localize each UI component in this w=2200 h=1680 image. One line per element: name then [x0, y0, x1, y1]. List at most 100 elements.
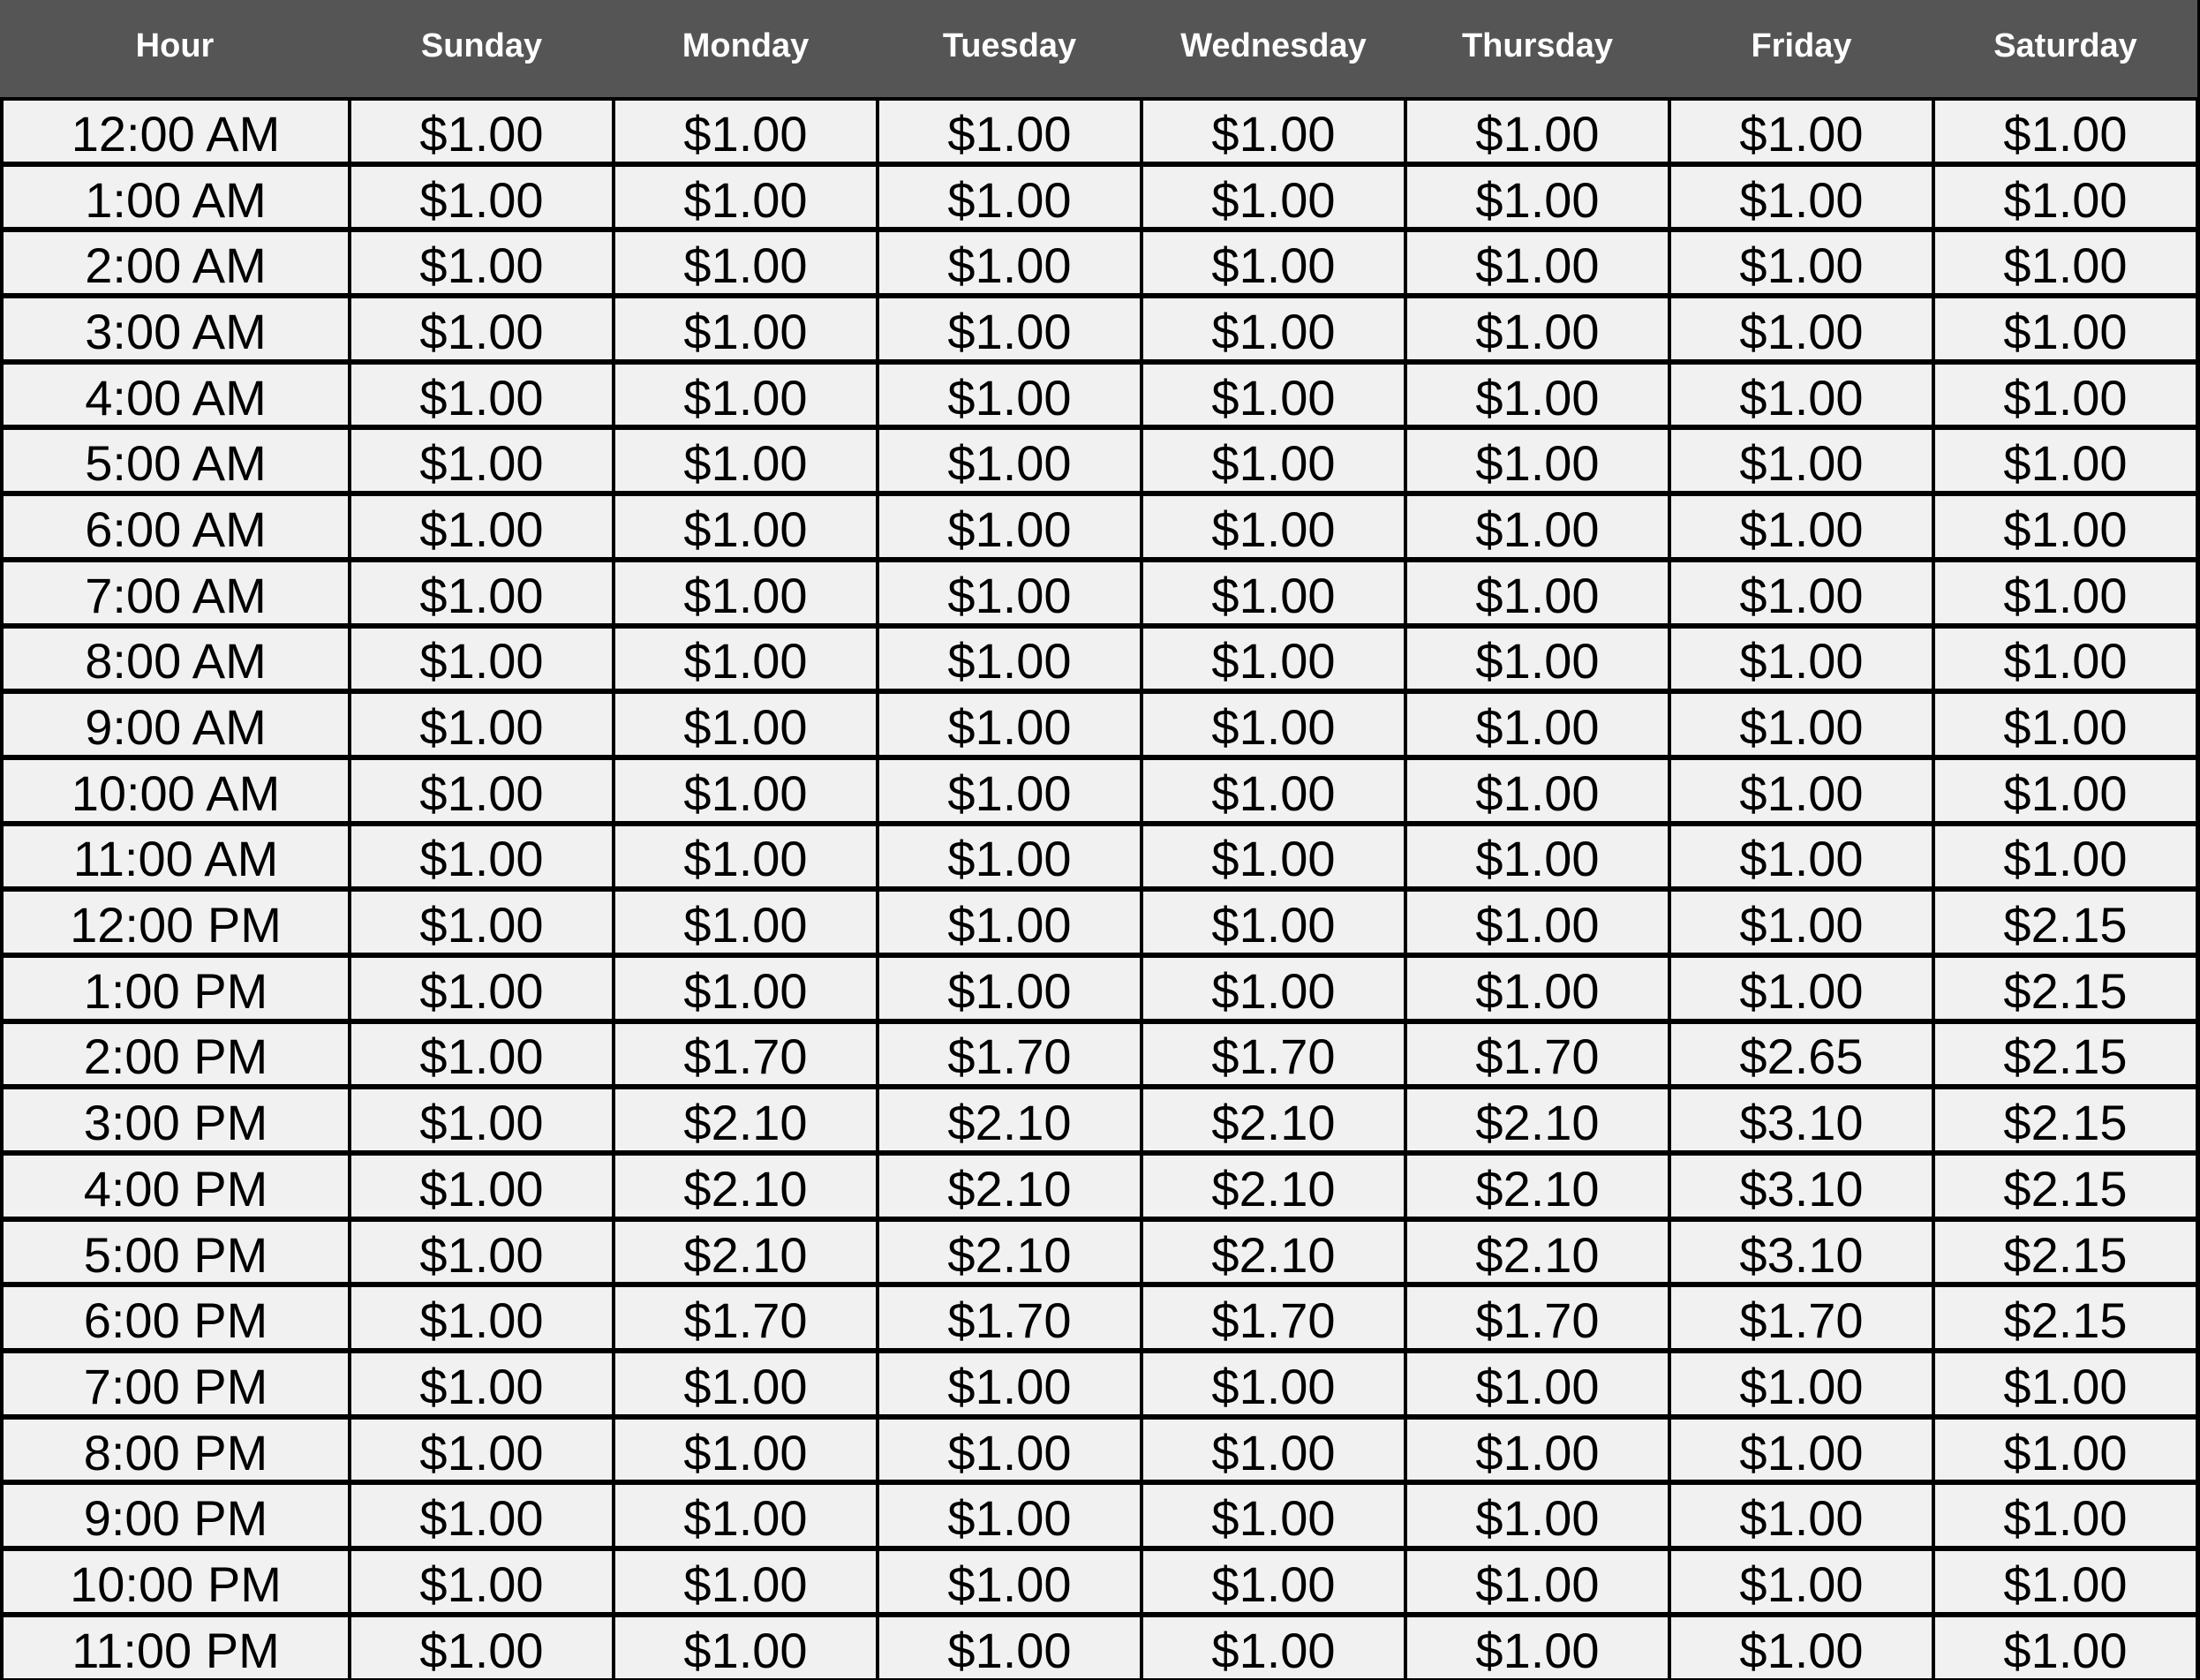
- price-cell-friday: $1.00: [1669, 493, 1933, 559]
- price-cell-sunday: $1.00: [350, 1613, 614, 1680]
- price-cell-friday: $3.10: [1669, 1152, 1933, 1218]
- price-cell-monday: $1.00: [614, 690, 878, 757]
- price-cell-thursday: $1.00: [1405, 162, 1669, 230]
- column-header-monday: Monday: [614, 0, 878, 97]
- hour-cell: 10:00 AM: [0, 756, 350, 823]
- price-cell-saturday: $1.00: [1933, 558, 2197, 625]
- price-cell-tuesday: $1.00: [878, 1350, 1141, 1416]
- price-cell-thursday: $1.00: [1405, 624, 1669, 691]
- price-cell-thursday: $1.00: [1405, 1350, 1669, 1416]
- price-cell-wednesday: $2.10: [1141, 1152, 1405, 1218]
- price-cell-sunday: $1.00: [350, 1481, 614, 1548]
- hour-cell: 9:00 PM: [0, 1481, 350, 1548]
- hour-cell: 3:00 PM: [0, 1086, 350, 1152]
- price-cell-tuesday: $1.00: [878, 624, 1141, 691]
- price-cell-saturday: $1.00: [1933, 1613, 2197, 1680]
- column-header-friday: Friday: [1669, 0, 1933, 97]
- price-cell-saturday: $2.15: [1933, 888, 2197, 954]
- price-cell-friday: $1.00: [1669, 1350, 1933, 1416]
- price-cell-wednesday: $1.00: [1141, 360, 1405, 427]
- column-header-sunday: Sunday: [350, 0, 614, 97]
- hour-cell: 11:00 AM: [0, 822, 350, 889]
- price-cell-monday: $1.00: [614, 1548, 878, 1614]
- price-cell-thursday: $1.00: [1405, 953, 1669, 1021]
- price-cell-monday: $1.00: [614, 493, 878, 559]
- column-header-wednesday: Wednesday: [1141, 0, 1405, 97]
- price-cell-monday: $1.00: [614, 1415, 878, 1482]
- price-cell-monday: $1.00: [614, 822, 878, 889]
- price-cell-thursday: $1.00: [1405, 690, 1669, 757]
- price-cell-sunday: $1.00: [350, 1086, 614, 1152]
- hour-cell: 8:00 PM: [0, 1415, 350, 1482]
- price-cell-monday: $1.00: [614, 426, 878, 493]
- price-cell-thursday: $1.00: [1405, 1415, 1669, 1482]
- price-cell-wednesday: $1.00: [1141, 295, 1405, 361]
- price-cell-sunday: $1.00: [350, 1350, 614, 1416]
- price-cell-wednesday: $1.00: [1141, 229, 1405, 296]
- hour-cell: 3:00 AM: [0, 295, 350, 361]
- hour-cell: 1:00 AM: [0, 162, 350, 230]
- hour-cell: 2:00 AM: [0, 229, 350, 296]
- price-cell-thursday: $1.00: [1405, 1613, 1669, 1680]
- price-cell-saturday: $1.00: [1933, 1350, 2197, 1416]
- price-cell-thursday: $1.00: [1405, 756, 1669, 823]
- price-cell-monday: $1.00: [614, 624, 878, 691]
- price-cell-friday: $1.00: [1669, 360, 1933, 427]
- price-cell-wednesday: $2.10: [1141, 1086, 1405, 1152]
- column-header-hour: Hour: [0, 0, 350, 97]
- price-cell-saturday: $1.00: [1933, 1415, 2197, 1482]
- price-cell-monday: $2.10: [614, 1217, 878, 1284]
- price-cell-tuesday: $1.00: [878, 1415, 1141, 1482]
- price-cell-thursday: $1.00: [1405, 1548, 1669, 1614]
- price-cell-wednesday: $1.00: [1141, 1613, 1405, 1680]
- price-cell-sunday: $1.00: [350, 360, 614, 427]
- price-cell-saturday: $1.00: [1933, 162, 2197, 230]
- price-cell-monday: $1.00: [614, 1481, 878, 1548]
- price-cell-tuesday: $2.10: [878, 1152, 1141, 1218]
- price-cell-monday: $2.10: [614, 1152, 878, 1218]
- price-cell-thursday: $2.10: [1405, 1217, 1669, 1284]
- price-cell-tuesday: $1.00: [878, 493, 1141, 559]
- price-cell-wednesday: $1.00: [1141, 1481, 1405, 1548]
- price-cell-friday: $1.70: [1669, 1284, 1933, 1351]
- price-cell-wednesday: $1.00: [1141, 1350, 1405, 1416]
- price-cell-thursday: $1.70: [1405, 1284, 1669, 1351]
- price-cell-monday: $1.00: [614, 888, 878, 954]
- price-cell-sunday: $1.00: [350, 953, 614, 1021]
- price-cell-saturday: $1.00: [1933, 97, 2197, 163]
- hour-cell: 8:00 AM: [0, 624, 350, 691]
- price-cell-saturday: $2.15: [1933, 1020, 2197, 1087]
- price-cell-wednesday: $1.00: [1141, 493, 1405, 559]
- price-cell-thursday: $1.00: [1405, 822, 1669, 889]
- price-cell-saturday: $2.15: [1933, 1284, 2197, 1351]
- price-cell-sunday: $1.00: [350, 558, 614, 625]
- price-cell-saturday: $2.15: [1933, 953, 2197, 1021]
- price-cell-tuesday: $1.00: [878, 558, 1141, 625]
- price-cell-thursday: $1.00: [1405, 229, 1669, 296]
- price-cell-tuesday: $1.70: [878, 1020, 1141, 1087]
- price-cell-monday: $2.10: [614, 1086, 878, 1152]
- price-cell-friday: $1.00: [1669, 1415, 1933, 1482]
- price-cell-saturday: $1.00: [1933, 426, 2197, 493]
- price-cell-wednesday: $1.00: [1141, 822, 1405, 889]
- price-cell-friday: $1.00: [1669, 624, 1933, 691]
- price-cell-sunday: $1.00: [350, 162, 614, 230]
- price-cell-friday: $3.10: [1669, 1086, 1933, 1152]
- price-cell-sunday: $1.00: [350, 1284, 614, 1351]
- price-cell-monday: $1.70: [614, 1020, 878, 1087]
- price-cell-wednesday: $1.00: [1141, 953, 1405, 1021]
- price-cell-wednesday: $1.00: [1141, 426, 1405, 493]
- column-header-tuesday: Tuesday: [878, 0, 1141, 97]
- price-cell-tuesday: $1.00: [878, 360, 1141, 427]
- price-cell-friday: $1.00: [1669, 229, 1933, 296]
- price-cell-thursday: $1.00: [1405, 97, 1669, 163]
- price-cell-monday: $1.00: [614, 953, 878, 1021]
- price-cell-friday: $1.00: [1669, 1613, 1933, 1680]
- hour-cell: 7:00 PM: [0, 1350, 350, 1416]
- price-cell-thursday: $1.00: [1405, 360, 1669, 427]
- price-cell-thursday: $1.00: [1405, 493, 1669, 559]
- price-cell-wednesday: $1.00: [1141, 888, 1405, 954]
- price-cell-friday: $1.00: [1669, 1548, 1933, 1614]
- price-cell-sunday: $1.00: [350, 1152, 614, 1218]
